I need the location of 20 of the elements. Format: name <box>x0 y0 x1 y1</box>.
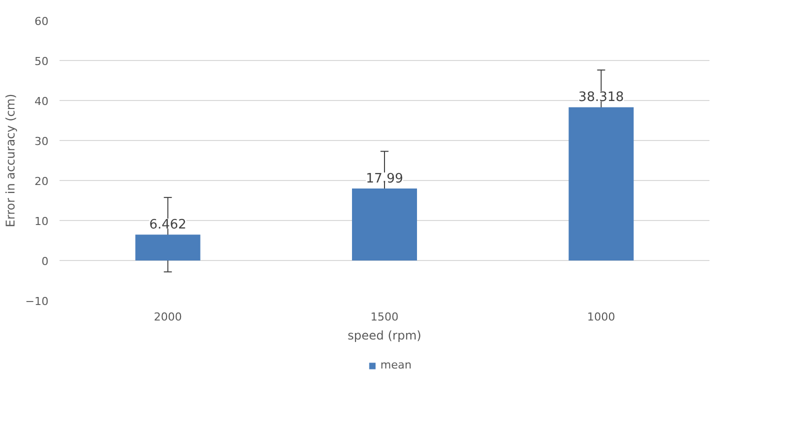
y-tick-label: −10 <box>25 295 49 308</box>
y-tick-label: 30 <box>34 135 49 148</box>
y-tick-label: 0 <box>42 255 48 268</box>
x-tick-label: 2000 <box>154 310 182 324</box>
bar <box>352 188 417 260</box>
y-tick-label: 40 <box>34 95 49 108</box>
y-tick-label: 60 <box>34 15 49 28</box>
data-label: 6.462 <box>149 218 186 233</box>
bar <box>568 107 634 260</box>
y-tick-label: 50 <box>34 55 49 68</box>
x-tick-label: 1500 <box>370 310 399 324</box>
x-tick-label: 1000 <box>587 310 616 324</box>
bar <box>135 234 200 260</box>
data-label: 17.99 <box>366 172 404 187</box>
x-axis-title: speed (rpm) <box>348 328 422 342</box>
data-label: 38.318 <box>578 90 624 106</box>
legend-label: mean <box>380 358 412 372</box>
y-axis-title: Error in accuracy (cm) <box>3 94 18 228</box>
y-tick-label: 20 <box>34 175 49 188</box>
y-tick-label: 10 <box>34 215 49 228</box>
